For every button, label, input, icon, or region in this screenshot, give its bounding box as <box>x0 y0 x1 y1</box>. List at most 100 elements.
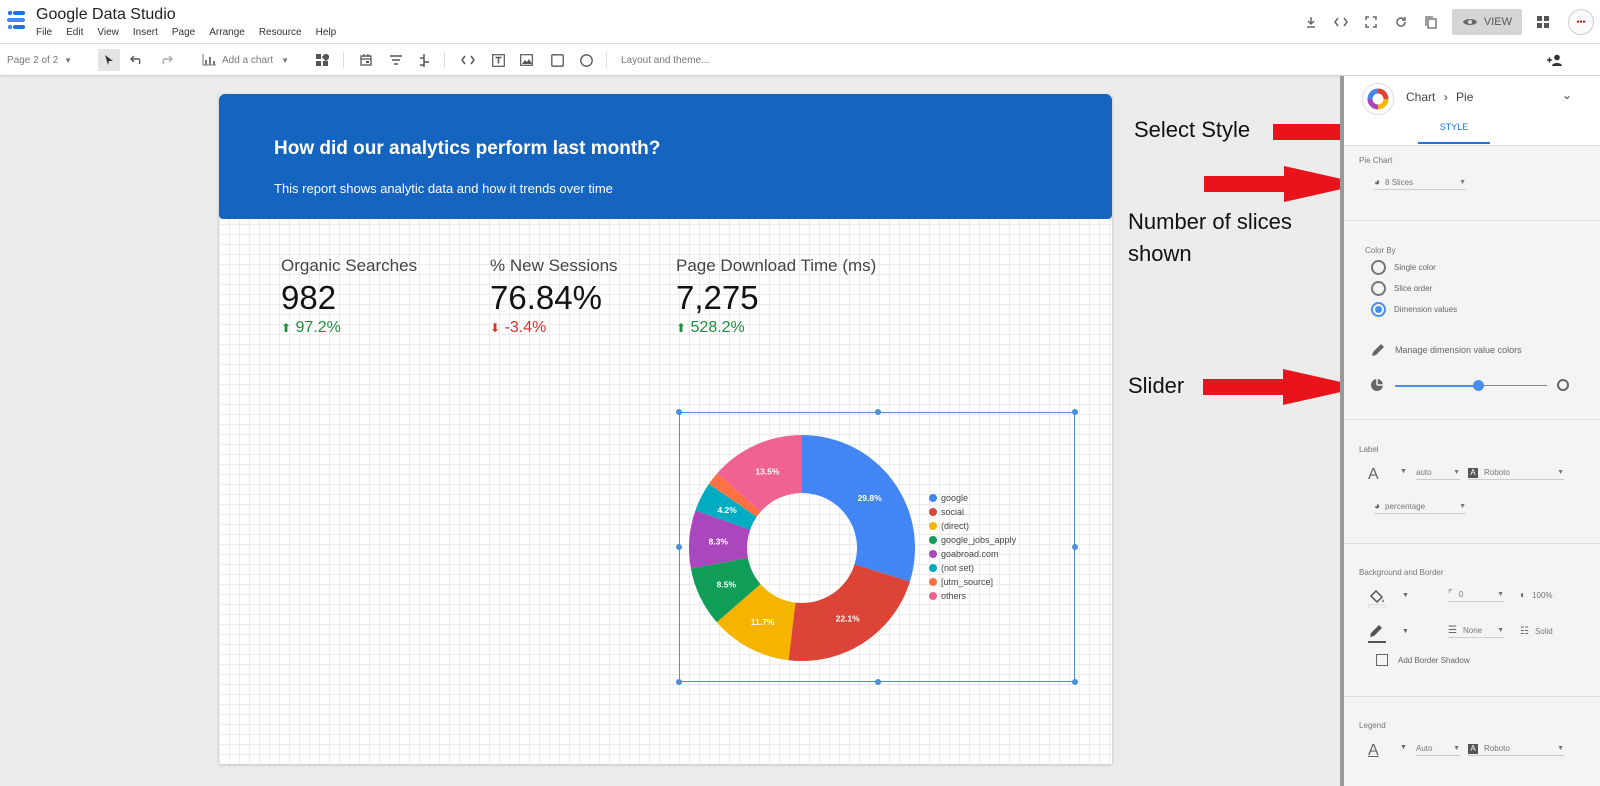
apps-grid-icon[interactable] <box>1528 7 1558 37</box>
resize-handle[interactable] <box>875 679 881 685</box>
border-radius-dropdown[interactable]: ⌜ 0 ▼ <box>1448 588 1504 602</box>
view-button[interactable]: VIEW <box>1451 9 1522 35</box>
fill-color-icon[interactable] <box>1367 588 1387 613</box>
slices-dropdown[interactable]: ◕ 8 Slices ▼ <box>1374 176 1466 190</box>
resize-handle[interactable] <box>676 409 682 415</box>
pie-chart-selected[interactable]: 29.8% 22.1% 11.7% 8.5% 8.3% 4.2% 13.5% google s… <box>676 409 1078 685</box>
radio-dimension-values[interactable]: Dimension values <box>1371 302 1457 317</box>
resize-handle[interactable] <box>676 544 682 550</box>
filter-control-icon[interactable] <box>385 49 407 71</box>
menu-file[interactable]: File <box>36 27 53 38</box>
page-selector[interactable]: Page 2 of 2 ▼ <box>7 44 72 76</box>
breadcrumb-chart[interactable]: Chart <box>1406 90 1436 104</box>
radio-single-color[interactable]: Single color <box>1371 260 1436 275</box>
label-size-dropdown[interactable]: auto ▼ <box>1416 466 1460 480</box>
radio-slice-order[interactable]: Slice order <box>1371 281 1432 296</box>
legend-item[interactable]: google <box>929 491 1016 505</box>
redo-icon[interactable] <box>155 49 177 71</box>
pencil-icon <box>1372 344 1384 356</box>
donut-chart-type-icon[interactable] <box>1362 83 1394 115</box>
resize-handle[interactable] <box>1072 409 1078 415</box>
embed-code-icon[interactable] <box>1326 7 1356 37</box>
corner-radius-icon: ⌜ <box>1448 589 1453 600</box>
text-box-icon[interactable] <box>487 49 509 71</box>
label-font-dropdown[interactable]: A Roboto ▼ <box>1468 466 1564 480</box>
chevron-down-icon[interactable]: ⌄ <box>1562 88 1573 102</box>
caret-down-icon[interactable]: ▼ <box>1402 592 1409 599</box>
download-icon[interactable] <box>1296 7 1326 37</box>
pie-slice-others[interactable] <box>717 435 802 512</box>
url-embed-icon[interactable] <box>457 49 479 71</box>
resize-handle[interactable] <box>1072 679 1078 685</box>
bar-chart-icon <box>202 54 216 66</box>
menu-resource[interactable]: Resource <box>258 27 302 38</box>
scorecard-label: Page Download Time (ms) <box>676 256 877 275</box>
data-control-icon[interactable] <box>413 49 435 71</box>
legend-font-dropdown[interactable]: A Roboto ▼ <box>1468 742 1564 756</box>
community-viz-icon[interactable] <box>311 49 333 71</box>
layout-theme-button[interactable]: Layout and theme... <box>621 54 710 66</box>
menu-insert[interactable]: Insert <box>132 27 158 38</box>
menu-page[interactable]: Page <box>171 27 196 38</box>
border-color-icon[interactable] <box>1368 624 1386 649</box>
legend-item[interactable]: social <box>929 505 1016 519</box>
tab-style[interactable]: STYLE <box>1418 122 1490 144</box>
opacity-dropdown[interactable]: ◐ 100% <box>1520 588 1566 602</box>
caret-down-icon[interactable]: ▼ <box>1400 468 1407 475</box>
pie-slice-utm-source[interactable] <box>708 473 761 517</box>
refresh-icon[interactable] <box>1386 7 1416 37</box>
label-type-dropdown[interactable]: ◕ percentage ▼ <box>1374 500 1466 514</box>
image-icon[interactable] <box>515 49 537 71</box>
border-shadow-checkbox[interactable]: Add Border Shadow <box>1376 654 1470 666</box>
annotation-slider: Slider <box>1128 373 1185 398</box>
date-range-icon[interactable] <box>355 49 377 71</box>
report-header-banner[interactable]: How did our analytics perform last month… <box>219 94 1112 219</box>
border-style-dropdown[interactable]: ☷ Solid <box>1520 624 1566 638</box>
legend-item[interactable]: goabroad.com <box>929 547 1016 561</box>
resize-handle[interactable] <box>1072 544 1078 550</box>
circle-icon[interactable] <box>575 49 597 71</box>
scorecard-new-sessions[interactable]: % New Sessions 76.84% ⬇ -3.4% <box>490 256 618 337</box>
menu-arrange[interactable]: Arrange <box>209 27 245 38</box>
pie-slice-direct[interactable] <box>716 584 796 661</box>
border-weight-dropdown[interactable]: ☰ None ▼ <box>1448 624 1504 638</box>
pie-slice-google-jobs-apply[interactable] <box>690 557 761 623</box>
caret-down-icon[interactable]: ▼ <box>1402 628 1409 635</box>
caret-down-icon[interactable]: ▼ <box>1400 744 1407 751</box>
menu-view[interactable]: View <box>97 27 119 38</box>
legend-item[interactable]: (direct) <box>929 519 1016 533</box>
eye-icon <box>1462 19 1477 25</box>
menu-edit[interactable]: Edit <box>66 27 84 38</box>
donut-hole-slider[interactable] <box>1395 380 1547 391</box>
pie-slice-social[interactable] <box>788 564 910 661</box>
menu-help[interactable]: Help <box>315 27 337 38</box>
undo-icon[interactable] <box>126 49 148 71</box>
font-icon: A <box>1468 467 1478 478</box>
legend-item[interactable]: (not set) <box>929 561 1016 575</box>
pie-slices-icon: ◕ <box>1374 501 1381 512</box>
fullscreen-icon[interactable] <box>1356 7 1386 37</box>
manage-colors-link[interactable]: Manage dimension value colors <box>1371 343 1522 357</box>
legend-item[interactable]: google_jobs_apply <box>929 533 1016 547</box>
legend-item[interactable]: others <box>929 589 1016 603</box>
slider-knob[interactable] <box>1473 380 1485 391</box>
report-canvas[interactable]: How did our analytics perform last month… <box>219 94 1112 764</box>
pie-slice-goabroad-com[interactable] <box>689 510 751 569</box>
resize-handle[interactable] <box>676 679 682 685</box>
add-chart-button[interactable]: Add a chart ▼ <box>202 44 289 76</box>
font-icon: A <box>1468 743 1478 754</box>
pie-slice-google[interactable] <box>802 435 915 582</box>
select-pointer-icon[interactable] <box>98 49 120 71</box>
legend-item[interactable]: [utm_source] <box>929 575 1016 589</box>
pie-slice-not-set[interactable] <box>695 483 757 530</box>
account-avatar[interactable]: ●●● <box>1568 9 1594 35</box>
resize-handle[interactable] <box>875 409 881 415</box>
rectangle-icon[interactable] <box>546 49 568 71</box>
scorecard-organic-searches[interactable]: Organic Searches 982 ⬆ 97.2% <box>281 256 417 337</box>
legend-font-value: Roboto <box>1484 744 1510 753</box>
scorecard-page-download-time[interactable]: Page Download Time (ms) 7,275 ⬆ 528.2% <box>676 256 876 337</box>
share-add-person-icon[interactable] <box>1544 49 1566 71</box>
legend-size-dropdown[interactable]: Auto ▼ <box>1416 742 1460 756</box>
red-arrow-slices <box>1204 166 1364 202</box>
copy-icon[interactable] <box>1416 7 1446 37</box>
